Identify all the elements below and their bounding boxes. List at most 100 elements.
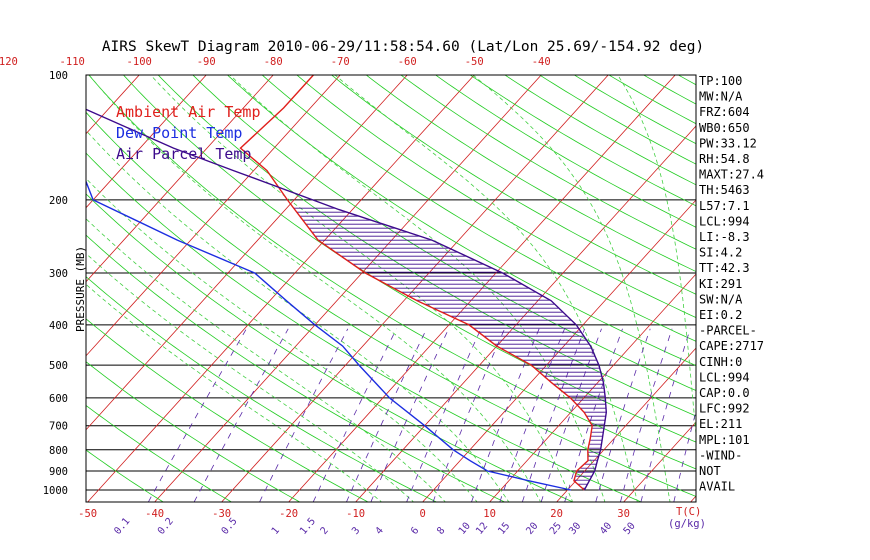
stability-index-item: LFC:992 [699,402,750,416]
stability-index-item: EL:211 [699,417,742,431]
dry-adiabat [833,66,870,502]
dry-adiabat [88,75,696,470]
plot-frame [85,74,697,503]
mixing-ratio-tick-label: 8 [435,525,447,537]
mixing-ratio-line [540,328,602,502]
stability-index-item: TT:42.3 [699,261,750,275]
dry-adiabat [226,75,696,367]
isotherm [0,66,14,502]
mixing-ratio-line [564,328,623,502]
cape-hatching [293,207,607,489]
isotherm [0,66,81,502]
stability-index-item: LCL:994 [699,214,750,228]
temperature-unit-label: T(C) [676,506,701,518]
bottom-temp-tick-label: -40 [145,508,164,520]
bottom-temperature-tick-labels: -50 -40 -30 -20 -10 0 10 20 30 [78,508,630,520]
moist-adiabat [86,252,415,502]
isotherm [86,75,341,357]
isotherm [355,125,696,502]
dry-adiabat [86,111,696,497]
pressure-tick-label: 400 [49,320,68,332]
stability-index-item: MPL:101 [699,433,750,447]
stability-index-item: WB0:650 [699,121,750,135]
top-temp-tick-label: -70 [331,56,350,68]
bottom-temp-tick-label: -50 [78,508,97,520]
plot-area [0,66,870,502]
mixing-ratio-tick-label: 1.5 [298,516,318,537]
stability-index-item: MAXT:27.4 [699,168,764,182]
dry-adiabat [86,361,300,502]
bottom-temp-tick-label: 10 [483,508,496,520]
dry-adiabat [677,75,696,86]
mixing-ratio-tick-label: 4 [374,525,386,537]
dry-adiabat [261,75,696,342]
isobar-lines [86,199,696,491]
stability-index-item: L57:7.1 [699,199,750,213]
pressure-tick-label: 600 [49,393,68,405]
moist-adiabat-lines [86,75,696,502]
bottom-temp-tick-label: 30 [617,508,630,520]
dry-adiabat [400,75,696,250]
isotherm [154,75,542,502]
stability-index-item: CINH:0 [699,355,742,369]
top-temperature-tick-labels: -120 -110 -100 -90 -80 -70 -60 -50 -40 [0,56,551,68]
stability-index-item: EI:0.2 [699,308,742,322]
moist-adiabat [229,75,606,502]
legend: Ambient Air Temp Dew Point Temp Air Parc… [116,103,261,163]
mixing-ratio-line [312,328,397,502]
moist-adiabat [86,218,446,502]
moist-adiabat [88,75,542,502]
mixing-ratio-line [595,328,651,502]
chart-title: AIRS SkewT Diagram 2010-06-29/11:58:54.6… [102,39,704,55]
mixing-ratio-line [640,328,691,502]
moist-adiabat [334,75,638,502]
ambient-air-temp-line [239,75,593,491]
isotherm [556,347,696,502]
mixing-ratio-line [346,328,427,502]
mixing-ratio-tick-label: 25 [548,521,564,537]
stability-index-item: AVAIL [699,480,735,494]
isotherm [623,421,696,502]
moist-adiabat [86,177,478,502]
air-parcel-temp-line [86,108,608,491]
stability-index-item: TP:100 [699,74,742,88]
top-temp-tick-label: -110 [60,56,85,68]
stability-index-item: CAP:0.0 [699,386,750,400]
dry-adiabat [504,75,696,186]
sounding-series [86,75,608,491]
top-temp-tick-label: -100 [127,56,152,68]
bottom-temp-tick-label: 20 [550,508,563,520]
legend-ambient-air-temp: Ambient Air Temp [116,103,261,121]
stability-index-item: MW:N/A [699,90,743,104]
mixing-ratio-line [406,328,482,502]
isotherm [87,75,475,502]
top-temp-tick-label: -120 [0,56,18,68]
stability-index-item: SI:4.2 [699,246,742,260]
dry-adiabat [731,66,870,502]
mixing-ratio-tick-label: 40 [598,521,614,537]
pressure-tick-label: 500 [49,360,68,372]
mixing-ratio-tick-label: 6 [409,525,421,537]
pressure-tick-label: 300 [49,268,68,280]
dry-adiabat [86,193,574,502]
pressure-tick-label: 700 [49,421,68,433]
top-temp-tick-label: -90 [197,56,216,68]
mixing-ratio-tick-label: 20 [524,521,540,537]
dry-adiabat [192,75,696,392]
mixing-ratio-line [147,328,247,502]
stability-index-item: SW:N/A [699,292,743,306]
dry-adiabat [538,75,696,165]
dew-point-temp-line [86,179,572,491]
mixing-ratio-lines [147,328,696,502]
stability-index-item: PW:33.12 [699,136,757,150]
dry-adiabat [573,75,696,145]
isotherm [422,199,696,502]
dry-adiabat [296,75,696,319]
isotherm [825,66,870,502]
dry-adiabat [799,66,870,502]
dry-adiabat [331,75,696,295]
bottom-temp-tick-label: -10 [346,508,365,520]
mixing-ratio-tick-label: 50 [622,521,638,537]
y-axis-label: PRESSURE (MB) [74,246,87,332]
